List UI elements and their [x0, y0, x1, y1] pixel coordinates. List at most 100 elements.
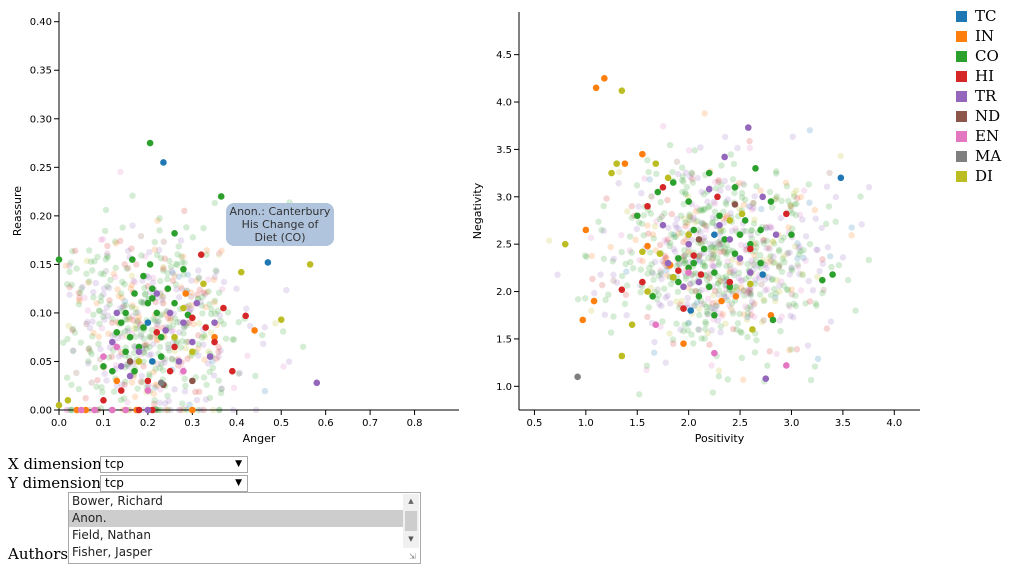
data-point-co: [716, 212, 723, 220]
faint-point: [784, 286, 792, 294]
faint-point: [595, 218, 602, 225]
faint-point: [180, 330, 187, 337]
faint-point: [682, 223, 689, 230]
legend-label: EN: [975, 127, 1000, 145]
faint-point: [651, 223, 659, 230]
faint-point: [756, 291, 764, 298]
faint-point: [206, 368, 213, 376]
faint-point: [185, 319, 192, 327]
faint-point: [615, 180, 622, 187]
faint-point: [131, 279, 139, 286]
authors-label: Authors:: [8, 545, 74, 563]
x-tick-label: 1.5: [629, 418, 645, 429]
faint-point: [729, 176, 737, 183]
faint-point: [733, 326, 740, 333]
data-point-tr: [113, 309, 121, 317]
faint-point: [140, 335, 148, 343]
author-option-selected[interactable]: Anon.: [69, 510, 405, 527]
author-option[interactable]: Field, Nathan: [72, 528, 151, 542]
faint-point: [222, 335, 230, 342]
faint-point: [176, 329, 183, 336]
faint-point: [154, 321, 161, 328]
faint-point: [814, 355, 822, 363]
legend-swatch: [956, 170, 967, 182]
faint-point: [554, 271, 561, 278]
faint-point: [781, 258, 788, 266]
faint-point: [623, 312, 630, 319]
faint-point: [90, 294, 97, 301]
faint-point: [740, 376, 747, 383]
faint-point: [628, 214, 635, 221]
faint-point: [121, 281, 128, 288]
authors-listbox[interactable]: Bower, Richard Anon. Field, Nathan Fishe…: [68, 492, 421, 564]
faint-point: [776, 282, 783, 289]
faint-point: [164, 275, 171, 283]
faint-point: [169, 277, 177, 284]
faint-point: [66, 268, 73, 276]
data-point-tc: [687, 307, 695, 314]
faint-point: [638, 220, 646, 227]
faint-point: [766, 254, 773, 262]
faint-point: [712, 245, 720, 252]
faint-point: [137, 298, 145, 306]
faint-point: [247, 322, 254, 330]
faint-point: [685, 319, 693, 326]
faint-point: [727, 210, 734, 217]
data-point-tr: [193, 299, 201, 307]
faint-point: [110, 388, 118, 395]
faint-point: [142, 342, 149, 349]
faint-point: [654, 286, 661, 293]
faint-point: [589, 275, 596, 283]
faint-point: [131, 325, 138, 332]
faint-point: [696, 252, 703, 260]
faint-point: [146, 351, 153, 359]
data-point-nd: [126, 358, 134, 365]
faint-point: [677, 326, 684, 333]
faint-point: [141, 342, 148, 349]
faint-point: [626, 247, 633, 254]
faint-point: [212, 310, 219, 317]
faint-point: [69, 248, 76, 255]
faint-point: [106, 344, 114, 351]
faint-point: [763, 237, 771, 244]
faint-point: [680, 256, 688, 264]
data-point-co: [171, 230, 178, 237]
author-option[interactable]: Bower, Richard: [72, 494, 163, 508]
faint-point: [164, 344, 172, 352]
data-point-di: [652, 160, 660, 167]
faint-point: [181, 207, 188, 215]
scroll-down-icon[interactable]: ▼: [408, 535, 414, 543]
resize-grip-icon[interactable]: ⇲: [409, 552, 416, 561]
x-tick-label: 2.5: [732, 418, 748, 429]
faint-point: [730, 288, 737, 295]
faint-point: [129, 302, 136, 309]
author-option[interactable]: Fisher, Jasper: [72, 545, 153, 559]
faint-point: [748, 227, 756, 234]
faint-point: [603, 195, 610, 202]
scroll-thumb[interactable]: [405, 511, 417, 531]
y-dimension-select[interactable]: tcp ▼: [100, 475, 248, 492]
x-dimension-select[interactable]: tcp ▼: [100, 456, 248, 473]
faint-point: [666, 141, 674, 149]
faint-point: [715, 178, 722, 186]
faint-point: [218, 385, 225, 392]
faint-point: [677, 212, 685, 219]
faint-point: [825, 203, 833, 210]
faint-point: [215, 377, 222, 384]
faint-point: [194, 345, 202, 352]
faint-point: [747, 306, 755, 313]
scroll-up-icon[interactable]: ▲: [408, 497, 414, 505]
faint-point: [215, 348, 222, 356]
faint-point: [653, 218, 660, 225]
faint-point: [670, 231, 678, 238]
faint-point: [675, 260, 682, 268]
faint-point: [794, 261, 801, 268]
faint-point: [723, 201, 730, 208]
faint-point: [220, 320, 227, 328]
scrollbar[interactable]: ▲ ▼: [403, 494, 419, 548]
faint-point: [189, 234, 197, 241]
faint-point: [680, 201, 687, 208]
faint-point: [159, 299, 166, 307]
faint-point: [610, 313, 617, 320]
faint-point: [742, 246, 749, 253]
